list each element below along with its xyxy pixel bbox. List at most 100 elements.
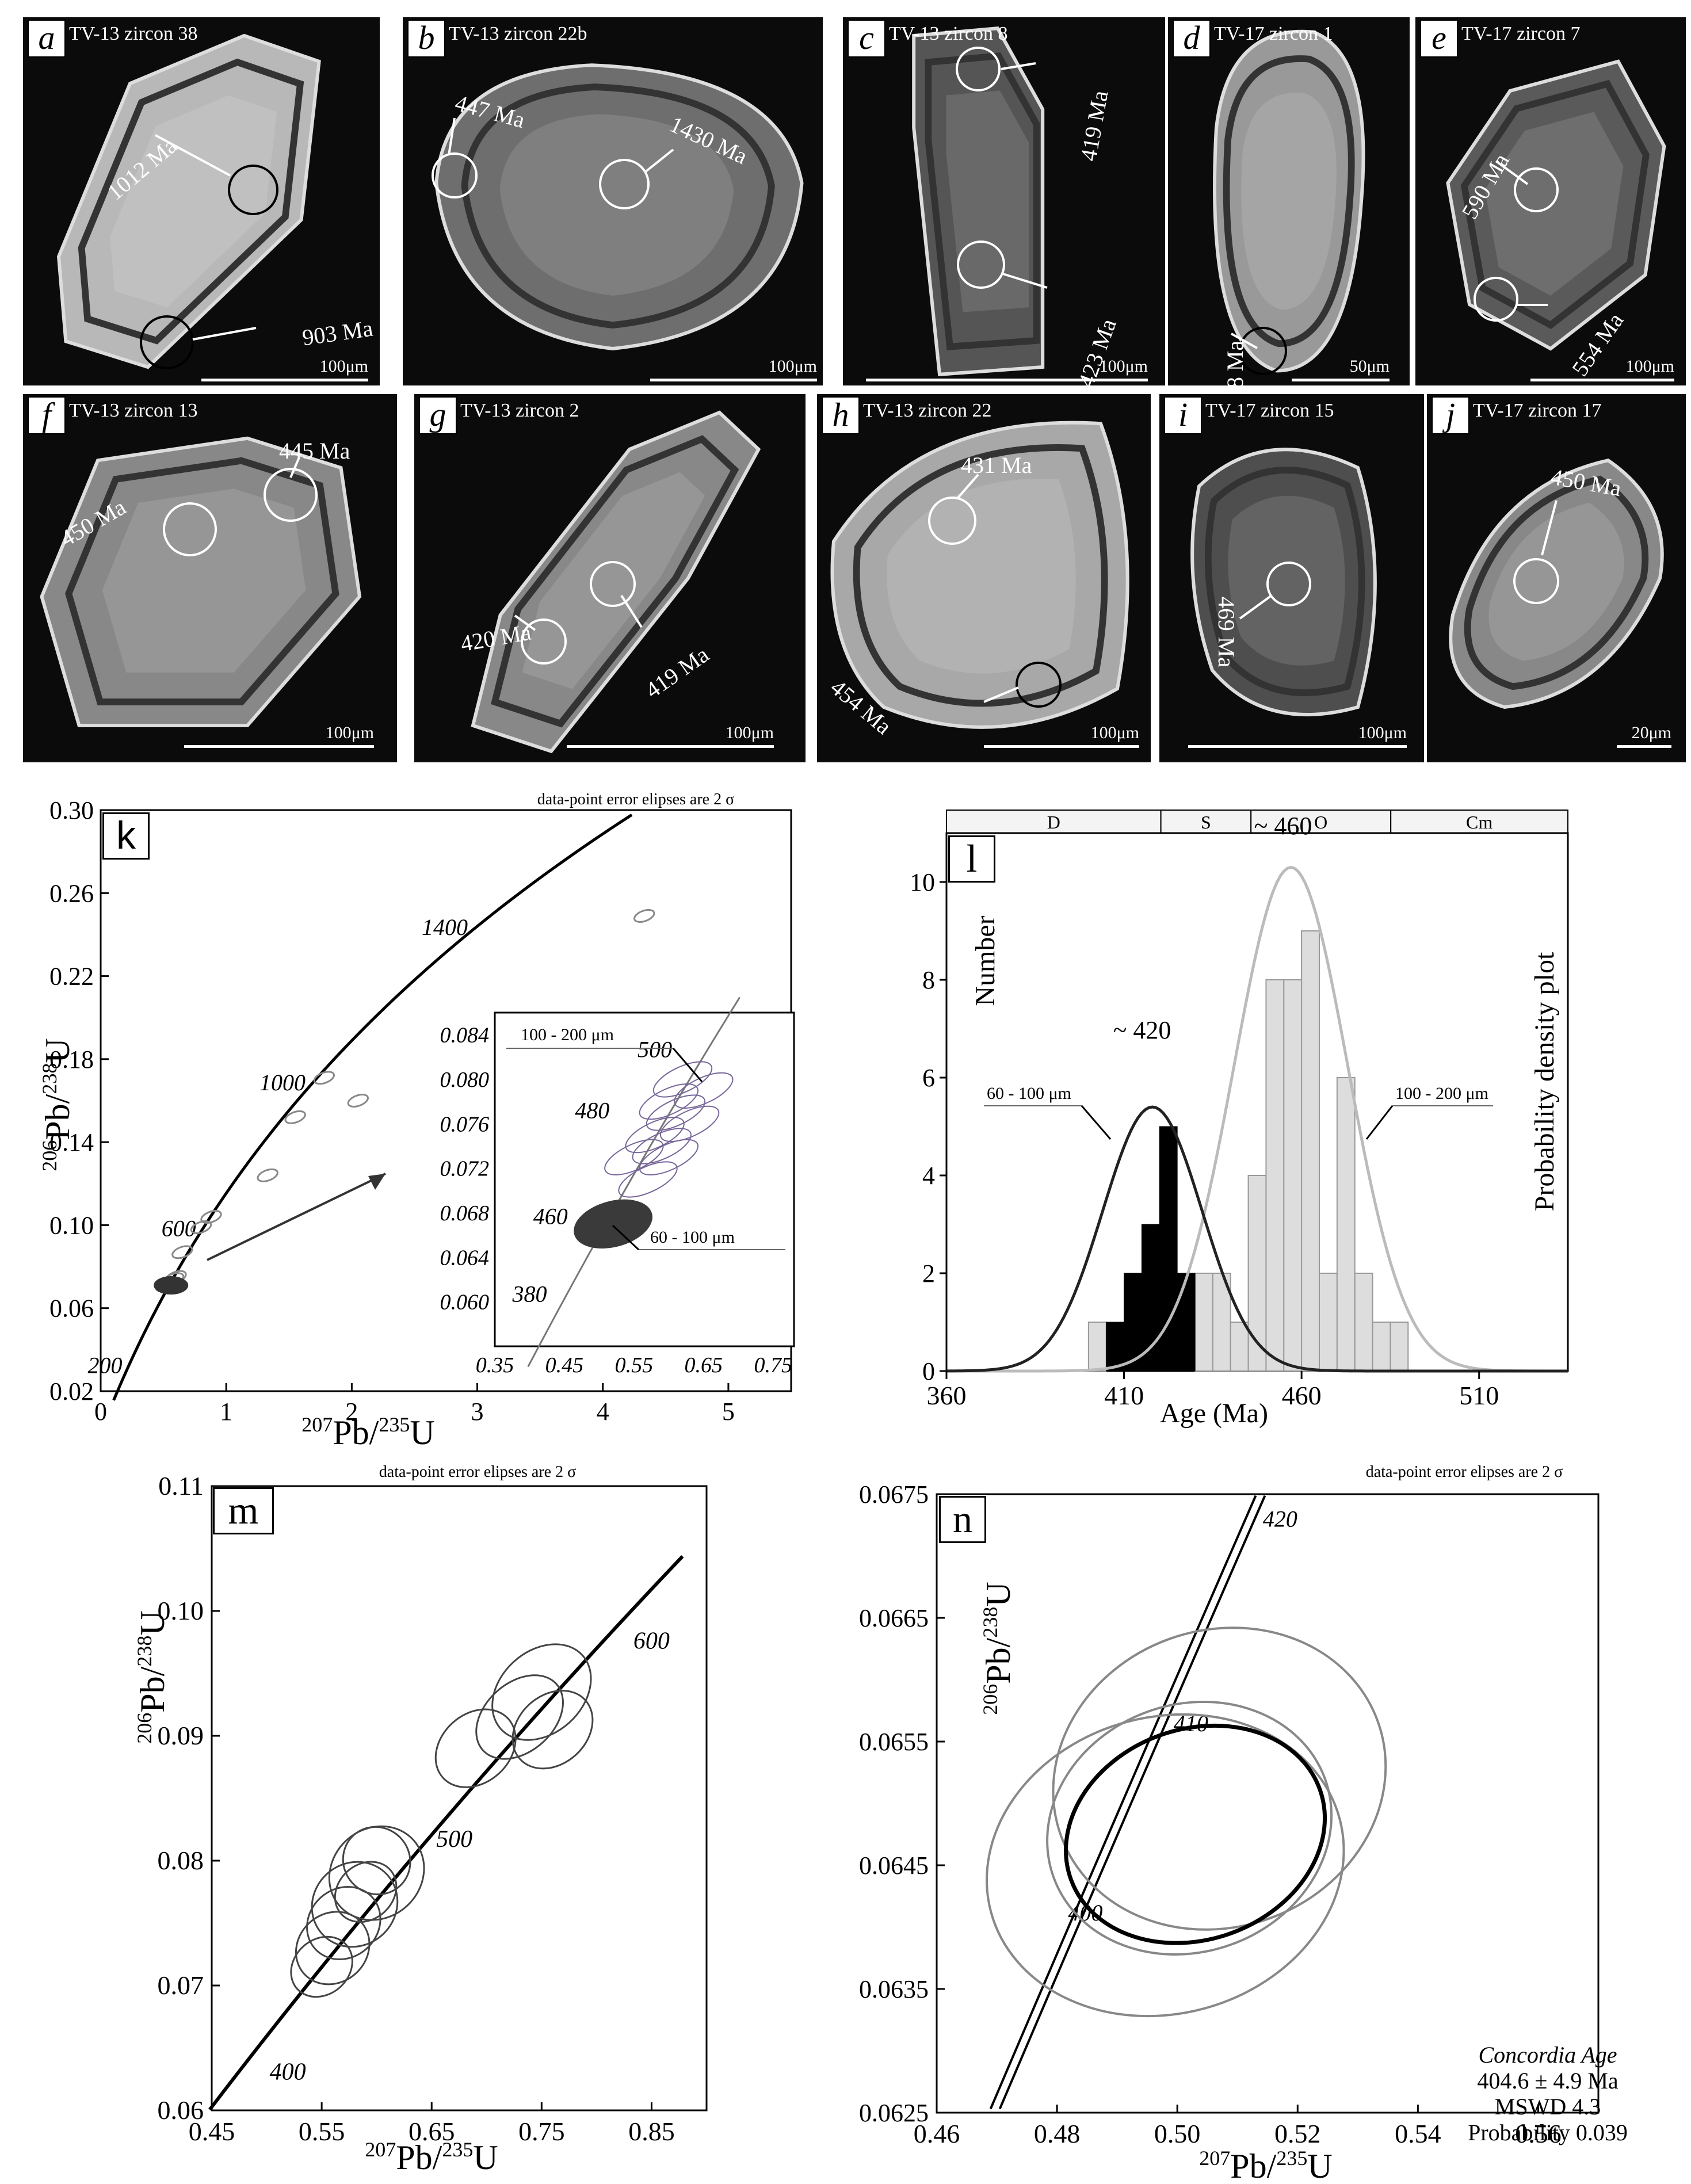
scale-label: 100μm	[319, 357, 368, 376]
chart-m-ylabel: 206Pb/238U	[133, 1610, 171, 1743]
y-tick-label: 0.22	[49, 963, 94, 991]
panel-title: TV-13 zircon 2	[460, 400, 579, 421]
crystal-core	[887, 478, 1076, 674]
concordia-age-label: 600	[162, 1215, 196, 1241]
zircon-crystal-image	[432, 63, 804, 351]
y-tick-label: 2	[922, 1259, 935, 1288]
arrow-icon	[514, 614, 536, 631]
error-ellipse	[200, 1210, 222, 1224]
histogram-bar-large	[1265, 979, 1285, 1372]
y-tick-label: 0.30	[49, 796, 94, 824]
crystal-core	[1484, 112, 1624, 296]
y-tick-label: 0.0655	[859, 1728, 929, 1756]
x-tick-label: 4	[597, 1398, 609, 1426]
chart-l-xlabel: Age (Ma)	[1160, 1398, 1268, 1429]
arrow-icon	[1001, 272, 1048, 289]
concordia-band-left	[989, 1495, 1257, 2110]
period-label: D	[1047, 812, 1060, 833]
scale-label: 100μm	[1099, 357, 1148, 376]
y-tick-label: 0.09	[158, 1721, 204, 1750]
x-tick-label: 510	[1459, 1381, 1499, 1410]
crystal-zoning	[1204, 467, 1365, 696]
error-ellipse	[284, 1110, 306, 1124]
chart-l: D S O Cm 360 410 460 510 0 2 4 6 8 10 Age (Ma) Numbe…	[910, 810, 1569, 1429]
crystal-zoning	[78, 58, 304, 345]
crystal-zoning	[491, 435, 739, 728]
crystal-core	[110, 95, 277, 308]
analysis-spot	[957, 240, 1005, 289]
y-tick-label: 0.0645	[859, 1851, 929, 1880]
histogram-bar-large	[1087, 1322, 1107, 1372]
scale-bar	[1188, 745, 1407, 748]
panel-title: TV-13 zircon 8	[889, 23, 1008, 44]
zircon-panel-a: a TV-13 zircon 38 1012 Ma 903 Ma 100μm	[23, 17, 380, 385]
chart-l-ylabel: Number	[970, 915, 1001, 1006]
arrow-icon	[612, 1224, 640, 1251]
inset-concordia	[527, 996, 740, 1368]
chart-k: data-point error elipses are 2 σ 0 1 2 3 4 50…	[38, 791, 795, 1452]
crystal-outline	[56, 33, 321, 369]
y-tick-label: 0.0675	[859, 1480, 929, 1509]
x-tick-label: 0.52	[1274, 2119, 1321, 2148]
error-ellipse	[311, 1861, 399, 1948]
scale-label: 50μm	[1349, 357, 1390, 376]
y-tick-label: 0.06	[49, 1295, 94, 1323]
y-tick-label: 10	[910, 868, 935, 896]
error-ellipse	[328, 1825, 425, 1921]
inset-group-large: 100 - 200 μm	[521, 1025, 614, 1044]
scale-label: 100μm	[1625, 357, 1674, 376]
chart-l-group-small: 60 - 100 μm	[987, 1084, 1071, 1103]
x-tick-label: 0.85	[628, 2117, 675, 2146]
error-ellipse	[475, 1674, 564, 1760]
panel-title: TV-17 zircon 15	[1205, 400, 1334, 421]
concordia-age-label: 1400	[422, 914, 468, 940]
arrow-icon	[155, 134, 231, 177]
panel-title: TV-17 zircon 1	[1214, 23, 1333, 44]
zircon-crystal-image	[1446, 59, 1666, 351]
zircon-panel-i: i TV-17 zircon 15 469 Ma 100μm	[1159, 394, 1424, 762]
chart-l-letter: l	[948, 835, 995, 883]
error-ellipse	[1046, 1700, 1333, 1956]
zircon-crystal-image	[471, 410, 761, 754]
panel-letter: i	[1164, 396, 1202, 434]
inset-frame	[494, 1011, 795, 1347]
y-tick-label: 0.08	[158, 1846, 204, 1875]
crystal-core	[499, 114, 734, 296]
arrow-icon	[1239, 594, 1273, 620]
arrow-icon	[1001, 62, 1036, 70]
scale-label: 20μm	[1631, 723, 1671, 742]
y-tick-label: 0.26	[49, 879, 94, 907]
chart-n-result-2: 404.6 ± 4.9 Ma	[1477, 2068, 1619, 2094]
analysis-spot	[1514, 167, 1559, 212]
inset-x-tick-label: 0.65	[685, 1353, 723, 1377]
histogram-bar-large	[1301, 930, 1320, 1372]
crystal-outline	[1449, 458, 1664, 709]
panel-letter: j	[1432, 396, 1469, 434]
zircon-panel-b: b TV-13 zircon 22b 447 Ma 1430 Ma 100μm	[403, 17, 823, 385]
crystal-zoning	[1460, 79, 1650, 330]
error-ellipse	[334, 1861, 398, 1923]
inset-ellipse	[674, 1072, 734, 1109]
zircon-panel-d: d TV-17 zircon 1 448 Ma 50μm	[1168, 17, 1410, 385]
inset-y-tick-label: 0.060	[440, 1290, 490, 1315]
inset-ellipse	[625, 1117, 685, 1154]
scale-bar	[1530, 379, 1674, 381]
error-ellipse	[257, 1168, 278, 1182]
inset-age-label: 380	[512, 1281, 547, 1307]
inset-y-tick-label: 0.084	[440, 1024, 490, 1048]
y-tick-label: 0	[922, 1357, 935, 1385]
zircon-crystal-image	[912, 26, 1048, 376]
crystal-core	[102, 488, 306, 673]
scale-label: 100μm	[1090, 723, 1139, 742]
period-label: O	[1314, 812, 1327, 833]
histogram-bar-small	[1177, 1273, 1196, 1372]
arrow-icon	[448, 117, 456, 156]
crystal-zoning	[65, 457, 339, 705]
analysis-spot	[956, 47, 1001, 91]
chart-l-group-large: 100 - 200 μm	[1395, 1084, 1488, 1103]
x-tick-label: 0.56	[1515, 2119, 1562, 2148]
y-tick-label: 0.0665	[859, 1604, 929, 1632]
error-ellipse	[512, 1689, 594, 1770]
x-tick-label: 360	[927, 1381, 967, 1410]
analysis-spot	[264, 468, 318, 522]
